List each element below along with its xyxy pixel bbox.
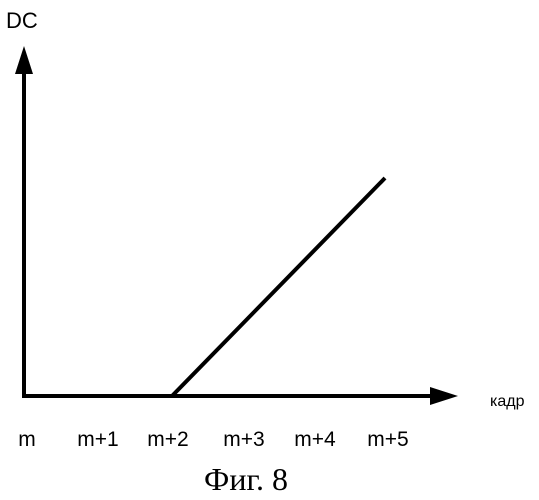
data-line-segment: [172, 178, 385, 396]
x-tick-label: m: [18, 428, 36, 451]
y-axis-title: DC: [6, 8, 38, 33]
x-tick-label: m+4: [294, 428, 336, 451]
x-tick-label: m+5: [367, 428, 408, 451]
x-tick-label: m+1: [77, 428, 118, 451]
figure-caption: Фиг. 8: [204, 461, 288, 497]
x-axis-arrowhead: [430, 387, 458, 405]
x-axis-title: кадр: [490, 393, 525, 410]
x-tick-label: m+3: [223, 428, 264, 451]
x-tick-labels: m m+1 m+2 m+3 m+4 m+5: [18, 428, 408, 451]
x-tick-label: m+2: [147, 428, 188, 451]
data-series: [172, 178, 385, 396]
y-axis-arrowhead: [15, 46, 33, 74]
